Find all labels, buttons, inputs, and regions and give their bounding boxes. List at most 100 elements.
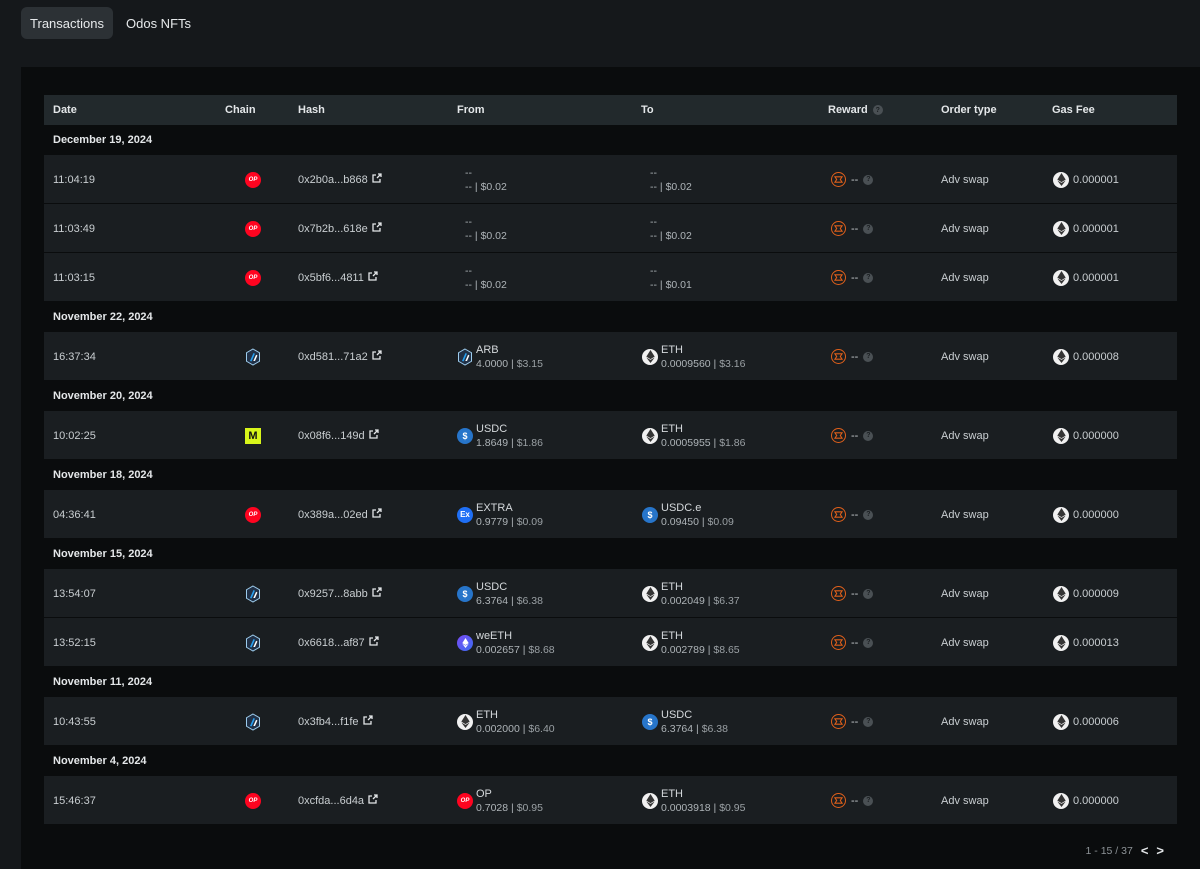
token-amount: $ USDC 6.3764 | $6.38 (457, 580, 543, 608)
help-icon[interactable]: ? (863, 351, 874, 362)
reward-token-icon (831, 428, 846, 443)
token-name: weETH (476, 629, 513, 642)
tx-hash[interactable]: 0x6618...af87 (298, 636, 365, 649)
token-amount: ETH 0.0009560 | $3.16 (642, 343, 745, 371)
help-icon[interactable]: ? (863, 637, 874, 648)
token-name: ETH (661, 580, 683, 593)
tx-hash-link[interactable]: 0xcfda...6d4a (298, 776, 378, 825)
token-amount: $ USDC 1.8649 | $1.86 (457, 422, 543, 450)
mode-chain-icon: M (245, 427, 261, 444)
token-amount: $ USDC 6.3764 | $6.38 (642, 708, 728, 736)
pagination: 1 - 15 / 37 < > (1086, 843, 1164, 858)
tx-hash[interactable]: 0x9257...8abb (298, 587, 368, 600)
next-page-button[interactable]: > (1156, 843, 1164, 858)
tx-hash[interactable]: 0xd581...71a2 (298, 350, 368, 363)
tx-hash-link[interactable]: 0x3fb4...f1fe (298, 697, 373, 746)
help-icon[interactable]: ? (863, 588, 874, 599)
header-chain: Chain (225, 104, 256, 116)
token-name: ETH (661, 787, 683, 800)
help-icon[interactable]: ? (863, 795, 874, 806)
token-amount-line: 0.0005955 | $1.86 (661, 436, 746, 449)
tx-hash-link[interactable]: 0x2b0a...b868 (298, 155, 382, 204)
help-icon[interactable]: ? (863, 223, 874, 234)
tx-hash[interactable]: 0x2b0a...b868 (298, 173, 368, 186)
tx-hash-link[interactable]: 0x08f6...149d (298, 411, 379, 460)
help-icon[interactable]: ? (863, 509, 874, 520)
reward-value: -- (851, 173, 859, 186)
token-amount-line: 0.7028 | $0.95 (476, 801, 543, 814)
external-link-icon[interactable] (368, 271, 378, 284)
token-name: -- (650, 264, 657, 277)
table-row[interactable]: 15:46:37 OP 0xcfda...6d4a OP OP 0.7028 | $0.9… (44, 776, 1177, 825)
eth-token-icon (642, 427, 658, 444)
external-link-icon[interactable] (372, 508, 382, 521)
external-link-icon[interactable] (372, 173, 382, 186)
external-link-icon[interactable] (372, 222, 382, 235)
table-row[interactable]: 16:37:34 0xd581...71a2 ARB 4.0000 | $3.15 ET… (44, 332, 1177, 381)
eth-token-icon (642, 585, 658, 602)
tx-hash[interactable]: 0x08f6...149d (298, 429, 365, 442)
token-name: -- (465, 166, 472, 179)
token-amount: ETH 0.002049 | $6.37 (642, 580, 740, 608)
token-amount-line: 1.8649 | $1.86 (476, 436, 543, 449)
gas-value: 0.000006 (1073, 715, 1119, 728)
gas-value: 0.000000 (1073, 794, 1119, 807)
header-reward: Reward ? (828, 104, 883, 116)
tx-order-type: Adv swap (941, 222, 989, 235)
help-icon[interactable]: ? (863, 716, 874, 727)
gas-value: 0.000001 (1073, 271, 1119, 284)
help-icon[interactable]: ? (863, 430, 874, 441)
tx-hash[interactable]: 0xcfda...6d4a (298, 794, 365, 807)
tx-from: ETH 0.002000 | $6.40 (457, 697, 555, 746)
token-amount-line: -- | $0.02 (650, 229, 692, 242)
token-amount: OP OP 0.7028 | $0.95 (457, 787, 543, 815)
reward-token-icon (831, 793, 846, 808)
arbitrum-chain-icon (245, 584, 261, 603)
tx-hash[interactable]: 0x3fb4...f1fe (298, 715, 359, 728)
header-order-type: Order type (941, 104, 997, 116)
table-row[interactable]: 11:04:19 OP 0x2b0a...b868 -- -- | $0.02 -- -- … (44, 155, 1177, 204)
help-icon[interactable]: ? (863, 272, 874, 283)
table-row[interactable]: 11:03:15 OP 0x5bf6...4811 -- -- | $0.02 -- -- … (44, 253, 1177, 302)
external-link-icon[interactable] (372, 587, 382, 600)
gas-value: 0.000000 (1073, 508, 1119, 521)
tx-hash-link[interactable]: 0x6618...af87 (298, 618, 379, 667)
tab-odos-nfts[interactable]: Odos NFTs (126, 15, 192, 31)
tx-reward: --? (831, 618, 874, 667)
tx-hash-link[interactable]: 0x7b2b...618e (298, 204, 382, 253)
reward-value: -- (851, 587, 859, 600)
tx-chain (243, 332, 263, 381)
token-amount: ETH 0.002789 | $8.65 (642, 629, 740, 657)
tx-hash-link[interactable]: 0x389a...02ed (298, 490, 382, 539)
table-row[interactable]: 10:02:25 M 0x08f6...149d $ USDC 1.8649 | $1.8… (44, 411, 1177, 460)
tx-hash-link[interactable]: 0x9257...8abb (298, 569, 382, 618)
tx-gas-fee: 0.000013 (1053, 618, 1119, 667)
extra-token-icon: Ex (457, 506, 473, 523)
tx-hash[interactable]: 0x389a...02ed (298, 508, 368, 521)
table-row[interactable]: 13:52:15 0x6618...af87 weETH 0.002657 | $8.… (44, 618, 1177, 667)
token-amount-line: 0.002049 | $6.37 (661, 594, 740, 607)
gas-value: 0.000009 (1073, 587, 1119, 600)
table-row[interactable]: 11:03:49 OP 0x7b2b...618e -- -- | $0.02 -- -- … (44, 204, 1177, 253)
tx-order-type: Adv swap (941, 429, 989, 442)
tx-hash-link[interactable]: 0x5bf6...4811 (298, 253, 378, 302)
help-icon[interactable]: ? (863, 174, 874, 185)
table-row[interactable]: 13:54:07 0x9257...8abb $ USDC 6.3764 | $6.38… (44, 569, 1177, 618)
external-link-icon[interactable] (368, 794, 378, 807)
table-row[interactable]: 10:43:55 0x3fb4...f1fe ETH 0.002000 | $6.40… (44, 697, 1177, 746)
tx-hash[interactable]: 0x7b2b...618e (298, 222, 368, 235)
tab-transactions[interactable]: Transactions (21, 7, 113, 39)
token-amount-line: 0.002000 | $6.40 (476, 722, 555, 735)
external-link-icon[interactable] (369, 636, 379, 649)
tx-time: 11:04:19 (53, 173, 96, 186)
prev-page-button[interactable]: < (1140, 843, 1149, 858)
table-row[interactable]: 04:36:41 OP 0x389a...02ed Ex EXTRA 0.9779 | $… (44, 490, 1177, 539)
external-link-icon[interactable] (362, 715, 373, 728)
date-group-header: November 15, 2024 (44, 539, 1177, 569)
gas-value: 0.000008 (1073, 350, 1119, 363)
tx-hash-link[interactable]: 0xd581...71a2 (298, 332, 382, 381)
help-icon[interactable]: ? (872, 105, 883, 115)
external-link-icon[interactable] (372, 350, 382, 363)
external-link-icon[interactable] (369, 429, 379, 442)
tx-hash[interactable]: 0x5bf6...4811 (298, 271, 364, 284)
